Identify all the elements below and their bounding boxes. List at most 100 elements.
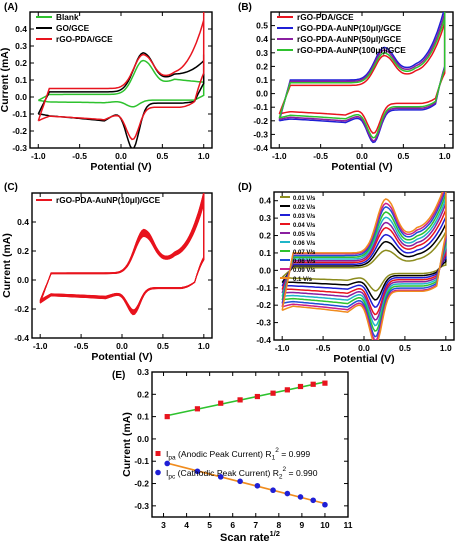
y-tick-label: 0.0 bbox=[15, 92, 27, 102]
y-tick-label: 0.1 bbox=[256, 75, 268, 85]
series-line bbox=[281, 192, 447, 338]
y-tick-label: 0.2 bbox=[259, 231, 271, 241]
y-tick-label: -0.2 bbox=[134, 479, 149, 489]
legend-label: rGO-PDA-AuNP(10μl)/GCE bbox=[56, 195, 161, 205]
x-tick-label: 1.0 bbox=[440, 343, 452, 353]
x-tick-label: 0.0 bbox=[358, 343, 370, 353]
y-tick-label: 0.0 bbox=[256, 89, 268, 99]
x-tick-label: 0.5 bbox=[397, 151, 409, 161]
panel-4: 3 4 5 6 7 8 9 10 11 -0.3 -0.2 -0.1 0.0 0.1 0.2 0.3 (E) Cu… bbox=[112, 367, 353, 544]
x-axis-label: Potential (V) bbox=[331, 161, 392, 173]
x-axis-label: Scan rate1/2 bbox=[220, 529, 280, 544]
y-tick-label: -0.4 bbox=[14, 333, 29, 343]
x-axis-label: Potential (V) bbox=[91, 351, 152, 363]
legend-label: Ipa (Anodic Peak Current) R12 = 0.999 bbox=[166, 447, 310, 462]
legend-label: rGO-PDA/GCE bbox=[297, 12, 354, 22]
data-point bbox=[217, 474, 224, 480]
series-line bbox=[281, 192, 447, 340]
panel-1: -1.0 -0.5 0.0 0.5 1.0 -0.4 -0.3 -0.2 -0.1 0.0 0.1 0… bbox=[238, 2, 454, 173]
data-point bbox=[164, 414, 170, 420]
panel-label: (B) bbox=[238, 2, 252, 13]
x-tick-label: 1.0 bbox=[198, 341, 210, 351]
data-point bbox=[270, 390, 276, 396]
x-tick-label: 0.5 bbox=[157, 341, 169, 351]
series-line bbox=[278, 12, 446, 144]
y-tick-label: -0.1 bbox=[134, 456, 149, 466]
x-tick-label: 0.0 bbox=[115, 151, 127, 161]
data-point bbox=[270, 487, 276, 494]
x-tick-label: 1.0 bbox=[439, 151, 451, 161]
panel-label: (C) bbox=[4, 182, 18, 193]
y-tick-label: -0.3 bbox=[12, 143, 27, 153]
legend-marker bbox=[155, 469, 161, 476]
x-tick-label: -0.5 bbox=[74, 341, 89, 351]
y-tick-label: -0.2 bbox=[14, 304, 29, 314]
x-axis-label: Potential (V) bbox=[90, 161, 151, 173]
y-tick-label: 0.2 bbox=[137, 389, 149, 399]
series-line bbox=[281, 192, 447, 333]
data-point bbox=[310, 497, 316, 504]
x-tick-label: -1.0 bbox=[31, 151, 46, 161]
series-line bbox=[37, 59, 205, 108]
data-point bbox=[297, 383, 304, 390]
y-tick-label: 0.4 bbox=[256, 34, 268, 44]
y-tick-label: 0.0 bbox=[17, 275, 29, 285]
legend-label: rGO-PDA/GCE bbox=[56, 34, 113, 44]
data-point bbox=[254, 482, 261, 489]
series-line bbox=[39, 201, 205, 311]
data-point bbox=[284, 387, 290, 393]
x-tick-label: 11 bbox=[344, 520, 353, 530]
y-tick-label: -0.1 bbox=[12, 109, 27, 119]
x-tick-label: -1.0 bbox=[275, 343, 290, 353]
series-group bbox=[37, 12, 205, 148]
series-line bbox=[278, 12, 446, 139]
y-axis-label: Current (mA) bbox=[1, 233, 13, 298]
legend-label: 0.07 V/s bbox=[293, 250, 316, 256]
x-tick-label: -0.5 bbox=[313, 151, 328, 161]
y-tick-label: 0.3 bbox=[256, 48, 268, 58]
series-line bbox=[278, 17, 446, 135]
x-tick-label: 3 bbox=[161, 520, 166, 530]
x-tick-label: -1.0 bbox=[272, 151, 287, 161]
x-tick-label: 5 bbox=[207, 520, 212, 530]
legend-label: Ipc (Cathodic Peak Current) R22 = 0.990 bbox=[166, 466, 318, 481]
panel-0: -1.0 -0.5 0.0 0.5 1.0 -0.3 -0.2 -0.1 0.0 0.1 0.2 0.… bbox=[0, 2, 213, 173]
series-line bbox=[278, 12, 446, 142]
y-tick-label: -0.3 bbox=[253, 129, 268, 139]
panel-label: (A) bbox=[4, 2, 18, 13]
data-point bbox=[194, 468, 201, 475]
plot-frame bbox=[31, 192, 213, 339]
data-point bbox=[322, 501, 328, 508]
data-point bbox=[218, 400, 224, 406]
data-point bbox=[254, 393, 260, 400]
data-point bbox=[310, 381, 316, 387]
x-tick-label: 7 bbox=[253, 520, 258, 530]
series-line bbox=[39, 193, 205, 316]
legend-label: 0.06 V/s bbox=[293, 241, 316, 247]
y-tick-label: 0.3 bbox=[259, 213, 271, 223]
x-tick-label: 8 bbox=[276, 520, 281, 530]
series-line bbox=[281, 206, 447, 309]
legend-label: 0.03 V/s bbox=[293, 214, 316, 220]
y-tick-label: -0.1 bbox=[253, 102, 268, 112]
data-point bbox=[322, 380, 328, 386]
legend-label: 0.04 V/s bbox=[293, 223, 316, 229]
y-tick-label: 0.2 bbox=[256, 61, 268, 71]
y-tick-label: 0.4 bbox=[17, 217, 29, 227]
x-tick-label: 10 bbox=[320, 520, 330, 530]
x-tick-label: 4 bbox=[184, 520, 189, 530]
y-tick-label: 0.4 bbox=[259, 196, 271, 206]
legend-label: GO/GCE bbox=[56, 23, 90, 33]
legend-label: 0.09 V/s bbox=[293, 268, 316, 274]
panel-2: -1.0 -0.5 0.0 0.5 1.0 -0.4 -0.2 0.0 0.2 0.4 (C) Pot… bbox=[1, 182, 213, 363]
y-tick-label: 0.1 bbox=[137, 412, 149, 422]
legend-label: rGO-PDA-AuNP(100μl)/GCE bbox=[297, 45, 406, 55]
series-line bbox=[37, 12, 205, 141]
x-tick-label: 6 bbox=[230, 520, 235, 530]
x-tick-label: 0.0 bbox=[116, 341, 128, 351]
legend-label: 0.01 V/s bbox=[293, 196, 316, 202]
y-tick-label: -0.1 bbox=[256, 283, 271, 293]
panel-label: (E) bbox=[112, 370, 125, 381]
y-tick-label: 0.1 bbox=[259, 248, 271, 258]
series-line bbox=[281, 196, 447, 321]
